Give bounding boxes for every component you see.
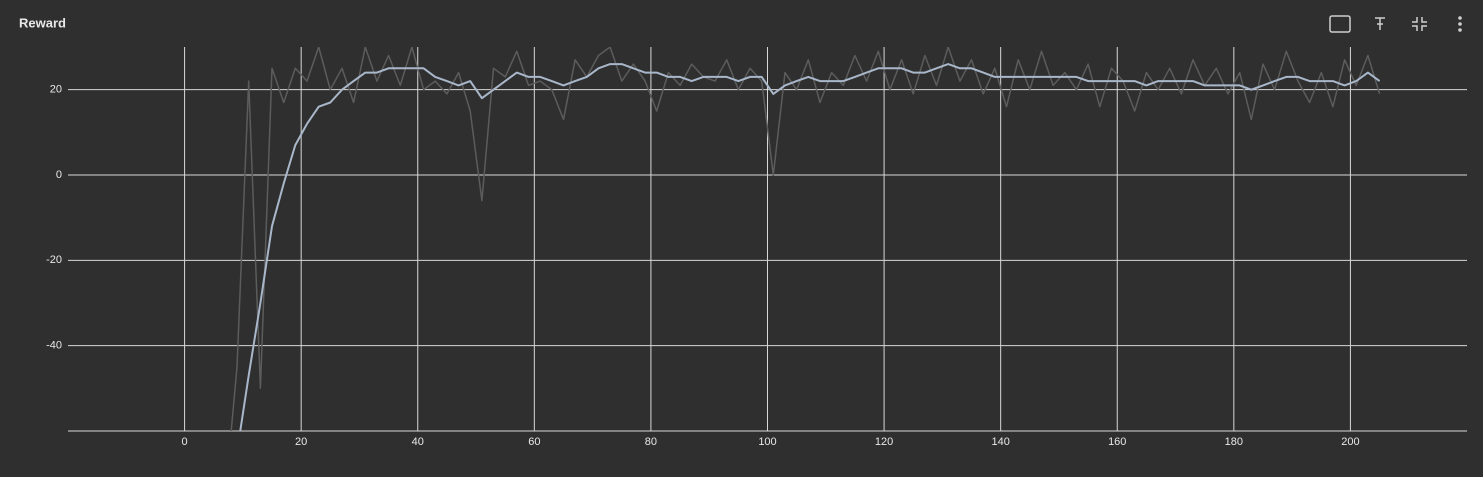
fit-button[interactable] <box>1329 15 1351 33</box>
series-line <box>239 63 1381 431</box>
grid <box>68 47 1467 432</box>
chart-title: Reward <box>19 15 66 30</box>
y-tick-label: -40 <box>46 340 62 352</box>
x-tick-label: 40 <box>412 436 424 448</box>
plot <box>230 47 1381 431</box>
x-tick-label: 100 <box>758 436 776 448</box>
collapse-button[interactable] <box>1412 17 1427 31</box>
y-tick-label: 0 <box>56 169 62 181</box>
y-tick-label: 20 <box>50 84 62 96</box>
x-tick-label: 60 <box>528 436 540 448</box>
x-tick-label: 140 <box>991 436 1009 448</box>
menu-button[interactable] <box>1458 16 1462 32</box>
x-tick-label: 20 <box>295 436 307 448</box>
x-tick-label: 0 <box>182 436 188 448</box>
x-tick-label: 200 <box>1341 436 1359 448</box>
x-tick-label: 160 <box>1108 436 1126 448</box>
x-tick-label: 180 <box>1225 436 1243 448</box>
toolbar[interactable] <box>1329 15 1462 33</box>
pin-button[interactable] <box>1375 17 1385 30</box>
x-tick-label: 80 <box>645 436 657 448</box>
x-tick-label: 120 <box>875 436 893 448</box>
y-tick-label: -20 <box>46 254 62 266</box>
